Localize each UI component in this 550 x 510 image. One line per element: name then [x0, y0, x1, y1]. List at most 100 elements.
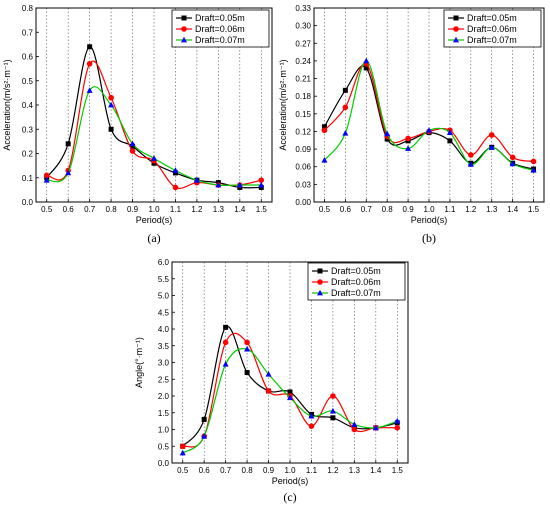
y-tick-label: 4.5 [158, 308, 170, 317]
data-point-3 [258, 181, 265, 188]
data-point-1 [330, 415, 336, 421]
data-point-3 [43, 176, 50, 183]
y-tick-label: 0.3 [22, 125, 34, 134]
data-point-1 [258, 184, 264, 190]
x-tick-label: 1.2 [327, 466, 339, 475]
data-point-1 [363, 65, 369, 71]
x-tick-label: 0.7 [84, 205, 96, 214]
y-tick-label: 0.0 [158, 459, 170, 468]
legend-marker-3 [317, 289, 323, 296]
y-axis-label: Angle(°·m⁻¹) [134, 337, 144, 388]
y-tick-label: 5.5 [158, 275, 170, 284]
x-tick-label: 1.3 [486, 205, 498, 214]
data-point-2 [244, 339, 250, 346]
data-point-3 [244, 345, 251, 352]
data-point-3 [467, 161, 474, 167]
y-tick-label: 6.0 [158, 258, 170, 267]
x-tick-label: 1.5 [528, 205, 540, 214]
data-point-3 [394, 417, 401, 424]
y-tick-label: 0.0 [22, 198, 34, 207]
data-point-2 [351, 426, 358, 433]
x-tick-label: 1.3 [213, 205, 225, 214]
x-axis-label: Period(s) [136, 215, 173, 225]
data-point-2 [258, 177, 265, 183]
legend-marker-2 [181, 26, 187, 32]
y-tick-label: 0.5 [158, 442, 170, 451]
legend-marker-2 [317, 279, 323, 285]
y-tick-label: 4.0 [158, 325, 170, 334]
data-point-2 [108, 94, 114, 101]
y-tick-label: 0.24 [295, 57, 311, 66]
legend-label-1: Draft=0.05m [195, 13, 245, 23]
x-tick-label: 0.7 [361, 205, 373, 214]
data-point-2 [488, 132, 495, 138]
series-line-3 [323, 60, 534, 171]
panel-caption: (a) [147, 231, 160, 245]
data-point-3 [308, 412, 315, 419]
data-point-3 [215, 181, 222, 188]
chart-a: 0.5 0.6 0.7 0.8 0.9 1.0 1.1 1.2 1.3 1.4 1.5 0.0 0.1 0… [2, 4, 273, 245]
data-point-2 [129, 148, 136, 154]
x-tick-label: 1.2 [191, 205, 203, 214]
data-point-2 [330, 393, 336, 399]
x-tick-label: 0.6 [340, 205, 352, 214]
data-point-3 [405, 145, 412, 151]
x-tick-label: 1.5 [256, 205, 268, 214]
legend-marker-3 [453, 36, 459, 43]
data-point-2 [342, 104, 349, 111]
y-tick-label: 0.21 [295, 75, 311, 84]
y-tick-label: 0.15 [295, 110, 311, 119]
legend-label-1: Draft=0.05m [331, 266, 381, 276]
x-tick-label: 0.9 [127, 205, 139, 214]
data-point-1 [384, 136, 390, 142]
data-point-1 [172, 170, 178, 176]
legend-marker-2 [453, 26, 459, 32]
data-point-3 [86, 87, 93, 93]
x-tick-label: 1.0 [284, 466, 296, 475]
x-tick-label: 0.6 [199, 466, 211, 475]
y-tick-label: 0.03 [295, 180, 311, 189]
data-point-2 [222, 339, 229, 346]
data-point-3 [129, 140, 136, 147]
data-point-3 [363, 57, 370, 64]
y-tick-label: 2.5 [158, 375, 170, 384]
y-tick-label: 1.5 [158, 409, 170, 418]
data-point-3 [509, 160, 516, 167]
data-point-1 [130, 143, 136, 149]
panel-caption: (b) [422, 231, 436, 245]
y-tick-label: 0.06 [295, 163, 311, 172]
data-point-2 [509, 154, 516, 161]
data-point-1 [244, 370, 250, 376]
data-point-3 [265, 371, 272, 377]
legend-label-3: Draft=0.07m [467, 35, 517, 45]
data-point-2 [308, 423, 315, 429]
data-point-3 [201, 433, 208, 439]
chart-c: 0.5 0.6 0.7 0.8 0.9 1.0 1.1 1.2 1.3 1.4 1.5 0.0 0.5 1… [134, 258, 409, 504]
y-tick-label: 0.7 [22, 28, 34, 37]
legend-label-2: Draft=0.06m [195, 24, 245, 34]
data-point-3 [530, 167, 537, 173]
y-tick-label: 0.00 [295, 198, 311, 207]
x-tick-label: 0.9 [403, 205, 415, 214]
x-tick-label: 0.8 [242, 466, 254, 475]
data-point-3 [222, 360, 229, 367]
data-point-1 [201, 416, 207, 422]
x-tick-label: 1.1 [170, 205, 182, 214]
data-point-2 [265, 388, 272, 394]
data-point-2 [405, 135, 411, 142]
legend-label-2: Draft=0.06m [467, 24, 517, 34]
x-tick-label: 1.4 [507, 205, 519, 214]
x-tick-label: 1.1 [306, 466, 318, 475]
data-point-1 [321, 124, 327, 130]
y-tick-label: 0.2 [22, 150, 34, 159]
data-point-1 [65, 141, 71, 147]
y-axis-label: Acceleration(m/s²·m⁻¹) [278, 59, 288, 150]
x-tick-label: 1.1 [444, 205, 456, 214]
x-axis-label: Period(s) [411, 215, 448, 225]
y-tick-label: 5.0 [158, 292, 170, 301]
legend-label-3: Draft=0.07m [331, 288, 381, 298]
data-point-3 [108, 101, 115, 108]
data-point-3 [179, 449, 186, 456]
y-tick-label: 0.09 [295, 145, 311, 154]
